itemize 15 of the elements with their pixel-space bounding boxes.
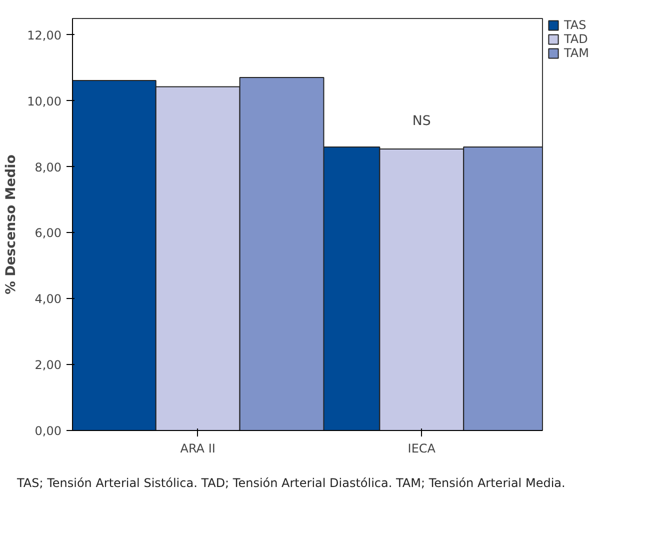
y-tick-label: 0,00	[34, 424, 62, 438]
y-tick-label: 10,00	[27, 94, 62, 108]
y-axis-title: % Descenso Medio	[4, 154, 20, 294]
y-tick-label: 8,00	[34, 160, 62, 174]
y-tick-label: 12,00	[27, 28, 62, 42]
y-tick-label: 4,00	[34, 292, 62, 306]
y-tick-label: 2,00	[34, 358, 62, 372]
text: TAS; Tensión Arterial Sistólica. TAD; Tensión Arterial Diastólica. TAM; Tensión Arterial Media.	[17, 475, 566, 492]
legend-label: TAD	[564, 32, 588, 46]
annotation: NS	[412, 114, 431, 130]
legend-label: TAS	[564, 18, 586, 32]
x-tick-label: ARA II	[180, 442, 216, 456]
y-tick-label: 6,00	[34, 226, 62, 240]
legend-label: TAM	[564, 46, 589, 60]
x-tick-label: IECA	[408, 442, 436, 456]
